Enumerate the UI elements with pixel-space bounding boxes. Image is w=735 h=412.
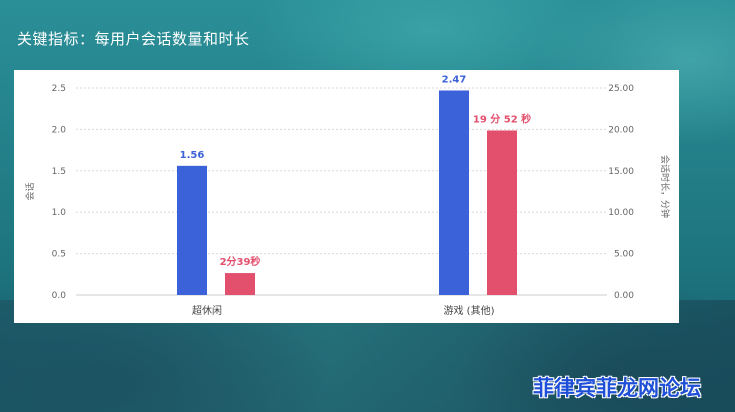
page-title: 关键指标：每用户会话数量和时长 [17, 30, 250, 48]
y-left-tick-label: 1.0 [52, 208, 67, 218]
bar-duration [225, 273, 255, 295]
y-left-axis-label: 会话 [24, 182, 36, 200]
data-label-sessions: 2.47 [442, 74, 467, 85]
bar-duration [487, 130, 517, 295]
y-right-tick-label: 0.00 [614, 291, 634, 301]
chart-panel: 0.0 0.5 1.0 1.5 2.0 2.5 0.00 5.00 10.00 15.00 20.0… [14, 70, 679, 323]
y-right-tick-label: 15.00 [608, 167, 634, 177]
x-category-label: 超休闲 [192, 304, 222, 317]
y-right-tick-label: 10.00 [608, 208, 634, 218]
watermark-text: 菲律宾菲龙网论坛 [533, 376, 701, 400]
y-right-axis-label: 会话时长，分钟 [659, 155, 671, 218]
y-right-tick-label: 5.00 [614, 250, 634, 260]
y-left-tick-label: 0.5 [52, 250, 66, 260]
bar-chart: 0.0 0.5 1.0 1.5 2.0 2.5 0.00 5.00 10.00 15.00 20.0… [24, 74, 671, 317]
x-category-label: 游戏 (其他) [444, 304, 495, 317]
y-right-tick-label: 20.00 [608, 125, 634, 135]
y-left-tick-label: 2.0 [52, 125, 67, 135]
bar-sessions [177, 165, 207, 295]
data-label-duration: 2分39秒 [220, 255, 261, 268]
y-left-tick-label: 2.5 [52, 84, 66, 94]
y-right-tick-label: 25.00 [608, 84, 634, 94]
y-left-tick-label: 1.5 [52, 167, 66, 177]
bar-sessions [439, 90, 469, 295]
data-label-sessions: 1.56 [180, 150, 205, 161]
y-left-tick-label: 0.0 [52, 291, 67, 301]
data-label-duration: 19 分 52 秒 [473, 112, 531, 125]
